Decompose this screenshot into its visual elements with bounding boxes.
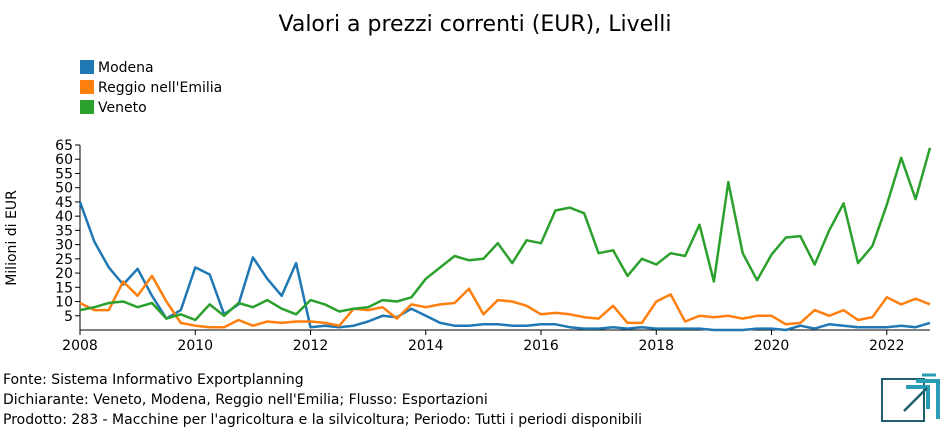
y-tick-label: 30 [55,238,73,254]
series-layer [78,147,932,332]
legend-label: Veneto [98,100,147,116]
y-tick-label: 50 [55,181,73,197]
legend-swatch [80,60,94,74]
x-tick-label: 2010 [177,338,213,354]
y-axis-label: Milioni di EUR [4,190,20,286]
y-tick-label: 25 [55,252,73,268]
x-tick-label: 2012 [293,338,329,354]
x-tick-label: 2022 [869,338,905,354]
x-tick-label: 2018 [638,338,674,354]
y-tick-label: 5 [64,309,73,325]
x-tick-label: 2014 [408,338,444,354]
y-tick-label: 35 [55,223,73,239]
x-tick-label: 2016 [523,338,559,354]
y-tick-label: 55 [55,166,73,182]
y-tick-label: 15 [55,280,73,296]
x-tick-label: 2008 [62,338,98,354]
exportplanning-logo-icon [881,373,940,422]
legend: Modena Reggio nell'Emilia Veneto [80,60,222,116]
legend-swatch [80,80,94,94]
series-line-veneto [79,147,932,322]
y-tick-label: 40 [55,209,73,225]
chart-title: Valori a prezzi correnti (EUR), Livelli [279,12,672,37]
footer-source: Fonte: Sistema Informativo Exportplannin… [3,372,304,388]
legend-label: Reggio nell'Emilia [98,80,222,96]
series-line-modena [78,201,931,332]
y-tick-label: 60 [55,152,73,168]
y-tick-label: 10 [55,295,73,311]
x-tick-label: 2020 [754,338,790,354]
y-tick-label: 45 [55,195,73,211]
y-tick-label: 65 [55,138,73,154]
legend-swatch [80,100,94,114]
footer-declarants: Dichiarante: Veneto, Modena, Reggio nell… [3,392,488,408]
series-line-reggio-nell-emilia [79,274,931,329]
footer-product: Prodotto: 283 - Macchine per l'agricoltu… [3,412,643,428]
y-tick-label: 20 [55,266,73,282]
legend-label: Modena [98,60,154,76]
